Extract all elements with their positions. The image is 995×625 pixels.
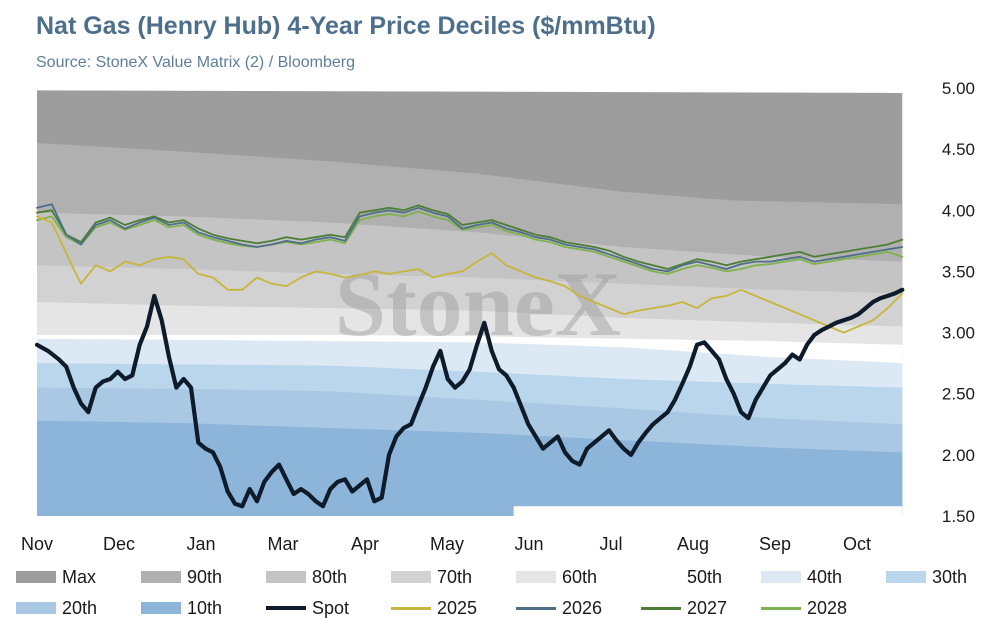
legend-item-90th: 90th <box>141 566 222 588</box>
x-tick-label: Jun <box>514 534 543 554</box>
legend-swatch <box>391 571 431 583</box>
legend-item-max: Max <box>16 566 96 588</box>
x-tick-label: Nov <box>21 534 53 554</box>
legend-label: 2028 <box>807 597 848 618</box>
legend-label: 70th <box>437 566 473 587</box>
legend-line-marker <box>641 606 681 610</box>
y-tick-label: 4.00 <box>942 201 975 220</box>
legend-swatch <box>761 571 801 583</box>
series-line-spot <box>34 287 905 509</box>
series-line-2027 <box>36 204 904 270</box>
legend-line-marker <box>266 606 306 610</box>
x-tick-label: Apr <box>351 534 379 554</box>
legend-item-60th: 60th <box>516 566 597 588</box>
legend-item-80th: 80th <box>266 566 347 588</box>
legend-item-10th: 10th <box>141 597 222 619</box>
series-line-2025 <box>36 215 904 334</box>
legend-swatch <box>16 571 56 583</box>
y-tick-label: 1.50 <box>942 507 975 526</box>
x-tick-label: Mar <box>268 534 299 554</box>
x-tick-label: Jan <box>186 534 215 554</box>
legend-item-spot: Spot <box>266 597 349 619</box>
legend-label: 50th <box>687 566 723 587</box>
y-tick-label: 3.50 <box>942 262 975 281</box>
legend-item-70th: 70th <box>391 566 472 588</box>
legend-swatch <box>516 571 556 583</box>
legend-label: 2027 <box>687 597 728 618</box>
legend-swatch <box>16 602 56 614</box>
price-deciles-chart: StoneX 5.004.504.003.503.002.502.001.50 … <box>21 79 975 554</box>
legend-label: 10th <box>187 597 223 618</box>
legend-swatch <box>141 602 181 614</box>
legend-item-50th: 50th <box>641 566 722 588</box>
y-axis: 5.00 4.50 4.00 3.50 3.00 2.50 2.00 1.50 <box>942 79 975 526</box>
x-tick-label: May <box>430 534 464 554</box>
x-tick-label: Aug <box>677 534 709 554</box>
legend-label: 60th <box>562 566 598 587</box>
legend-label: 90th <box>187 566 223 587</box>
legend-item-2025: 2025 <box>391 597 477 619</box>
legend-item-30th: 30th <box>886 566 967 588</box>
y-tick-label: 4.50 <box>942 140 975 159</box>
legend-label: Max <box>62 566 97 587</box>
legend-swatch <box>266 571 306 583</box>
legend-item-2027: 2027 <box>641 597 727 619</box>
x-tick-label: Oct <box>843 534 871 554</box>
legend-item-2026: 2026 <box>516 597 602 619</box>
legend-line-marker <box>391 606 431 610</box>
legend-label: 40th <box>807 566 843 587</box>
y-tick-label: 2.00 <box>942 446 975 465</box>
legend-swatch <box>641 571 681 583</box>
y-tick-label: 3.00 <box>942 324 975 343</box>
y-tick-label: 2.50 <box>942 385 975 404</box>
legend-label: 80th <box>312 566 348 587</box>
legend-label: 30th <box>932 566 968 587</box>
legend-label: 2026 <box>562 597 603 618</box>
legend-line-marker <box>516 606 556 610</box>
x-tick-label: Jul <box>599 534 622 554</box>
legend-item-2028: 2028 <box>761 597 847 619</box>
y-tick-label: 5.00 <box>942 79 975 98</box>
legend-swatch <box>141 571 181 583</box>
legend-label: 2025 <box>437 597 478 618</box>
x-tick-label: Sep <box>759 534 791 554</box>
x-tick-label: Dec <box>103 534 135 554</box>
decile-band-floor <box>37 506 903 516</box>
legend-item-40th: 40th <box>761 566 842 588</box>
legend-line-marker <box>761 606 801 610</box>
price-series <box>34 203 905 509</box>
legend-item-20th: 20th <box>16 597 97 619</box>
chart-title: Nat Gas (Henry Hub) 4-Year Price Deciles… <box>36 12 656 40</box>
legend-label: 20th <box>62 597 98 618</box>
series-line-2028 <box>36 210 904 275</box>
legend-label: Spot <box>312 597 350 618</box>
x-axis: Nov Dec Jan Mar Apr May Jun Jul Aug Sep Oct <box>21 534 871 554</box>
chart-subtitle: Source: StoneX Value Matrix (2) / Bloomb… <box>36 54 355 71</box>
legend-swatch <box>886 571 926 583</box>
series-line-2026 <box>36 203 904 273</box>
